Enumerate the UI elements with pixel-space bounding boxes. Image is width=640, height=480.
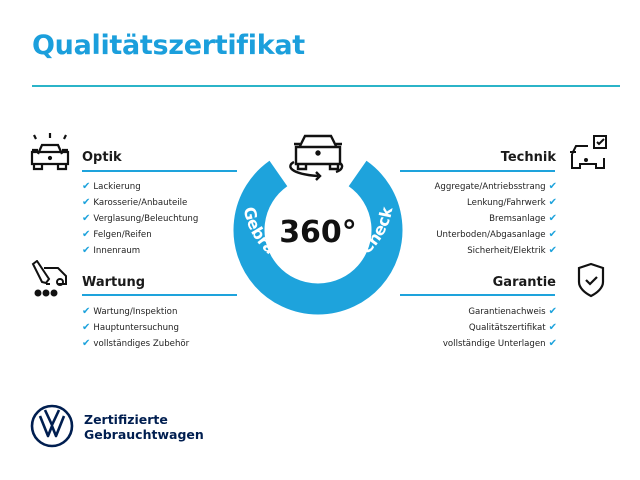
check-icon: ✔ — [82, 245, 91, 256]
list-item: Qualitätszertifikat ✔ — [468, 322, 557, 333]
car-rotate-icon — [289, 134, 344, 181]
list-item: ✔ Karosserie/Anbauteile — [82, 197, 188, 208]
section-divider — [82, 170, 237, 172]
check-icon: ✔ — [82, 338, 91, 349]
check-icon: ✔ — [548, 181, 557, 192]
list-item: Lenkung/Fahrwerk ✔ — [467, 197, 557, 208]
check-icon: ✔ — [548, 197, 557, 208]
list-item: Aggregate/Antriebsstrang ✔ — [434, 181, 557, 192]
check-icon: ✔ — [82, 322, 91, 333]
check-icon: ✔ — [548, 213, 557, 224]
check-icon: ✔ — [82, 229, 91, 240]
list-item: Garantienachweis ✔ — [468, 306, 557, 317]
list-item: ✔ Wartung/Inspektion — [82, 306, 178, 317]
check-icon: ✔ — [548, 245, 557, 256]
list-item: ✔ Verglasung/Beleuchtung — [82, 213, 199, 224]
wartung-list: ✔ Wartung/Inspektion ✔ Hauptuntersuchung ✔… — [82, 304, 189, 352]
shield-check-icon — [577, 262, 605, 298]
list-item: ✔ Hauptuntersuchung — [82, 322, 179, 333]
section-title-technik: Technik — [500, 150, 556, 165]
section-title-wartung: Wartung — [82, 275, 146, 290]
list-item: ✔ Innenraum — [82, 245, 141, 256]
section-divider — [400, 294, 555, 296]
list-item: ✔ Felgen/Reifen — [82, 229, 152, 240]
check-icon: ✔ — [548, 322, 557, 333]
check-icon: ✔ — [82, 197, 91, 208]
car-lights-icon — [30, 133, 70, 171]
check-icon: ✔ — [82, 181, 91, 192]
technik-list: Aggregate/Antriebsstrang ✔ Lenkung/Fahrwe… — [435, 179, 557, 259]
list-item: ✔ vollständiges Zubehör — [82, 338, 190, 349]
check-icon: ✔ — [82, 213, 91, 224]
page-title: Qualitätszertifikat — [32, 30, 305, 61]
list-item: vollständige Unterlagen ✔ — [442, 338, 557, 349]
check-icon: ✔ — [82, 306, 91, 317]
check-icon: ✔ — [548, 338, 557, 349]
list-item: Bremsanlage ✔ — [489, 213, 557, 224]
section-divider — [82, 294, 237, 296]
list-item: ✔ Lackierung — [82, 181, 141, 192]
list-item: Unterboden/Abgasanlage ✔ — [436, 229, 557, 240]
car-checkbox-icon — [570, 135, 607, 169]
check-icon: ✔ — [548, 229, 557, 240]
brand-name: Zertifizierte Gebrauchtwagen — [84, 412, 204, 442]
check-icon: ✔ — [548, 306, 557, 317]
title-divider — [32, 85, 620, 87]
section-divider — [400, 170, 555, 172]
section-title-garantie: Garantie — [492, 275, 556, 290]
vw-logo — [30, 404, 74, 448]
check-360-badge: Gebrauchtwagen-Check 360° — [233, 134, 403, 315]
garantie-list: Garantienachweis ✔ Qualitätszertifikat ✔ v… — [443, 304, 557, 352]
service-truck-icon — [31, 260, 67, 297]
list-item: Sicherheit/Elektrik ✔ — [467, 245, 557, 256]
badge-ring — [233, 160, 403, 315]
optik-list: ✔ Lackierung ✔ Karosserie/Anbauteile ✔ Verg… — [82, 179, 198, 259]
section-title-optik: Optik — [82, 150, 122, 165]
badge-value: 360° — [279, 215, 357, 250]
